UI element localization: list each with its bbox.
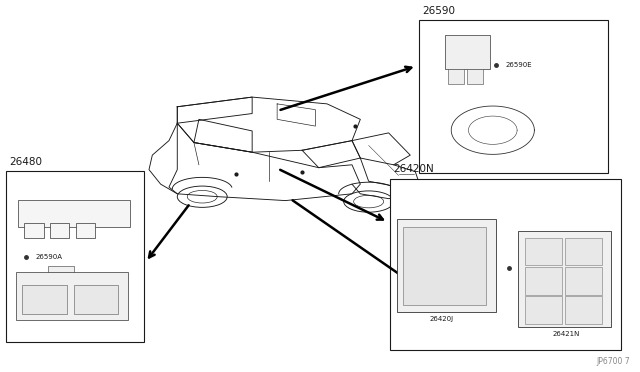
Bar [397,219,496,312]
Text: 26420J: 26420J [429,316,454,322]
Bar [525,296,562,324]
Bar [565,267,602,295]
Bar [390,179,621,350]
Bar [467,69,483,84]
Bar [565,296,602,324]
Bar [48,266,74,272]
Bar [419,20,608,173]
Bar [74,285,118,314]
Text: 26480: 26480 [10,157,43,167]
Bar [16,272,128,320]
Text: 26590E: 26590E [506,62,532,68]
Text: 26420N: 26420N [394,164,435,174]
Bar [525,238,562,265]
Text: JP6700 7: JP6700 7 [596,357,630,366]
Bar [18,200,130,227]
Bar [448,69,464,84]
Bar [565,238,602,265]
Text: 26590: 26590 [422,6,456,16]
Text: 26421N: 26421N [553,331,580,337]
Bar [76,223,95,238]
Bar [525,267,562,295]
Bar [518,231,611,327]
Bar [445,35,490,69]
Bar [24,223,44,238]
Bar [50,223,69,238]
Bar [403,227,486,305]
Bar [6,171,144,342]
Text: 26590A: 26590A [35,254,62,260]
Bar [22,285,67,314]
